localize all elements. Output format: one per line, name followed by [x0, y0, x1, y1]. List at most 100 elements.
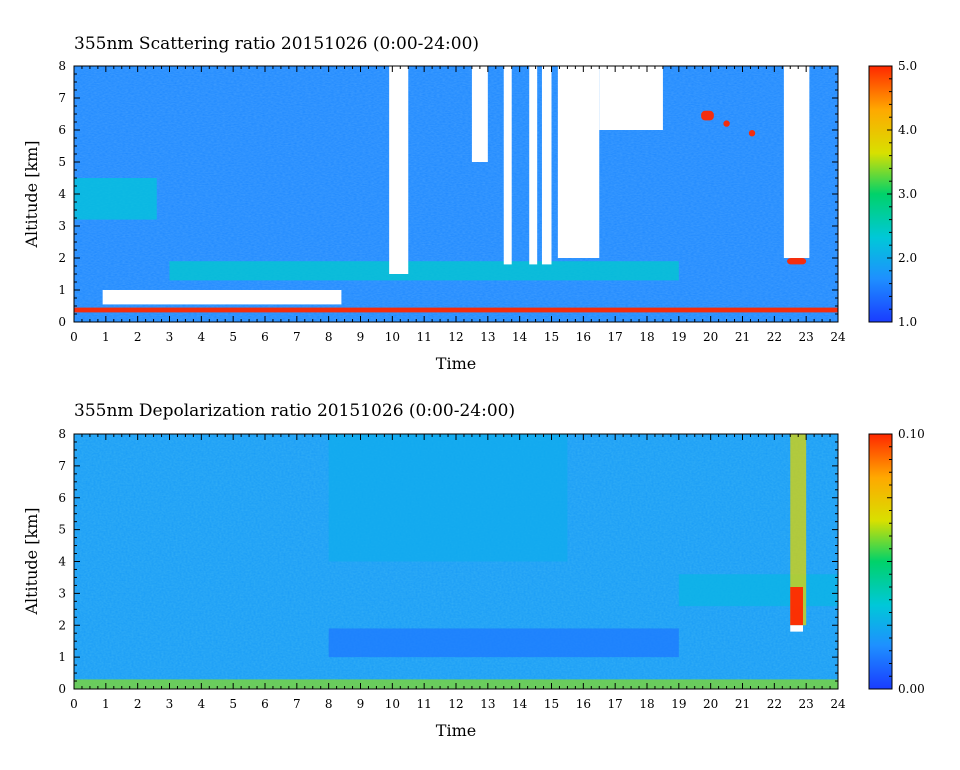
- y-tick-label: 7: [58, 91, 66, 105]
- heatmap-feature: [701, 110, 714, 121]
- x-tick-label: 23: [799, 697, 814, 711]
- x-tick-label: 5: [229, 330, 237, 344]
- x-tick-label: 14: [512, 697, 528, 711]
- y-tick-label: 6: [58, 123, 66, 137]
- x-tick-label: 10: [385, 330, 400, 344]
- x-tick-label: 6: [261, 697, 269, 711]
- x-tick-label: 20: [703, 330, 718, 344]
- x-tick-label: 8: [325, 330, 333, 344]
- colorbar-tick-label: 5.0: [898, 59, 917, 73]
- x-tick-label: 2: [134, 330, 142, 344]
- no-data-region: [783, 66, 810, 258]
- colorbar-tick-label: 2.0: [898, 251, 917, 265]
- x-tick-label: 16: [576, 330, 591, 344]
- axes: 0 1 2 3 4 5 6 7 8 9 10 11 12 13 14 15 16 17 18 19 20 21 22 23 24…: [58, 59, 846, 344]
- x-tick-label: 23: [799, 330, 814, 344]
- y-tick-label: 1: [58, 650, 66, 664]
- heatmap-feature: [74, 178, 157, 220]
- x-tick-label: 4: [198, 697, 206, 711]
- x-tick-label: 15: [544, 697, 559, 711]
- x-tick-label: 4: [198, 330, 206, 344]
- no-data-region: [389, 66, 409, 274]
- no-data-region: [557, 66, 600, 258]
- x-tick-label: 9: [357, 330, 365, 344]
- y-tick-label: 5: [58, 523, 66, 537]
- x-tick-label: 11: [417, 330, 432, 344]
- chart-title: 355nm Scattering ratio 20151026 (0:00-24…: [74, 34, 479, 54]
- y-tick-label: 2: [58, 618, 66, 632]
- x-tick-label: 12: [448, 697, 463, 711]
- y-tick-label: 2: [58, 251, 66, 265]
- x-tick-label: 21: [735, 697, 750, 711]
- x-tick-label: 21: [735, 330, 750, 344]
- x-tick-label: 22: [767, 697, 782, 711]
- x-tick-label: 19: [671, 330, 686, 344]
- y-axis-label: Altitude [km]: [22, 507, 41, 615]
- no-data-region: [471, 66, 488, 162]
- no-data-region: [599, 66, 663, 130]
- x-tick-label: 3: [166, 330, 174, 344]
- colorbar-tick-label: 0.00: [898, 682, 925, 696]
- x-axis-label: Time: [436, 354, 476, 373]
- y-tick-label: 8: [58, 427, 66, 441]
- heatmap-area: [74, 66, 838, 322]
- heatmap-feature: [328, 628, 679, 658]
- heatmap-feature: [748, 130, 756, 137]
- y-tick-label: 4: [58, 187, 66, 201]
- x-tick-label: 5: [229, 697, 237, 711]
- x-tick-label: 12: [448, 330, 463, 344]
- scattering-ratio-panel: 355nm Scattering ratio 20151026 (0:00-24…: [22, 34, 917, 373]
- chart-title: 355nm Depolarization ratio 20151026 (0:0…: [74, 401, 515, 421]
- x-tick-label: 18: [639, 697, 654, 711]
- y-tick-label: 4: [58, 555, 66, 569]
- colorbar: 1.0 2.0 3.0 4.0 5.0: [868, 59, 917, 329]
- x-tick-label: 18: [639, 330, 654, 344]
- x-tick-label: 17: [608, 697, 623, 711]
- x-tick-label: 8: [325, 697, 333, 711]
- heatmap-area: [74, 434, 838, 689]
- heatmap-feature: [74, 307, 838, 313]
- no-data-region: [790, 625, 803, 632]
- colorbar: 0.00 0.10: [868, 427, 925, 696]
- heatmap-feature: [787, 258, 807, 265]
- x-tick-label: 10: [385, 697, 400, 711]
- no-data-region: [102, 290, 342, 305]
- x-tick-label: 1: [102, 330, 110, 344]
- x-tick-label: 1: [102, 697, 110, 711]
- x-tick-label: 15: [544, 330, 559, 344]
- y-tick-label: 3: [58, 586, 66, 600]
- x-tick-label: 13: [480, 697, 495, 711]
- y-tick-label: 5: [58, 155, 66, 169]
- x-tick-label: 22: [767, 330, 782, 344]
- colorbar-tick-label: 3.0: [898, 187, 917, 201]
- x-axis-label: Time: [436, 721, 476, 740]
- heatmap-feature: [723, 120, 730, 127]
- x-tick-label: 16: [576, 697, 591, 711]
- x-tick-label: 19: [671, 697, 686, 711]
- x-tick-label: 24: [830, 697, 846, 711]
- y-axis-label: Altitude [km]: [22, 140, 41, 248]
- colorbar-tick-label: 0.10: [898, 427, 925, 441]
- colorbar-tick-label: 4.0: [898, 123, 917, 137]
- x-tick-label: 9: [357, 697, 365, 711]
- x-tick-label: 20: [703, 697, 718, 711]
- y-tick-label: 0: [58, 682, 66, 696]
- y-tick-label: 3: [58, 219, 66, 233]
- heatmap-texture: [74, 66, 838, 322]
- heatmap-feature: [790, 434, 807, 626]
- colorbar-tick-label: 1.0: [898, 315, 917, 329]
- x-tick-label: 11: [417, 697, 432, 711]
- no-data-region: [529, 66, 538, 265]
- x-tick-label: 7: [293, 697, 301, 711]
- x-tick-label: 6: [261, 330, 269, 344]
- x-tick-label: 13: [480, 330, 495, 344]
- x-tick-label: 3: [166, 697, 174, 711]
- x-tick-label: 0: [70, 697, 78, 711]
- axes: 0 1 2 3 4 5 6 7 8 9 10 11 12 13 14 15 16 17 18 19 20 21 22 23 24…: [58, 427, 846, 711]
- heatmap-feature: [790, 587, 803, 626]
- y-tick-label: 1: [58, 283, 66, 297]
- no-data-region: [503, 66, 512, 265]
- heatmap-feature: [678, 574, 838, 607]
- heatmap-feature: [328, 434, 568, 562]
